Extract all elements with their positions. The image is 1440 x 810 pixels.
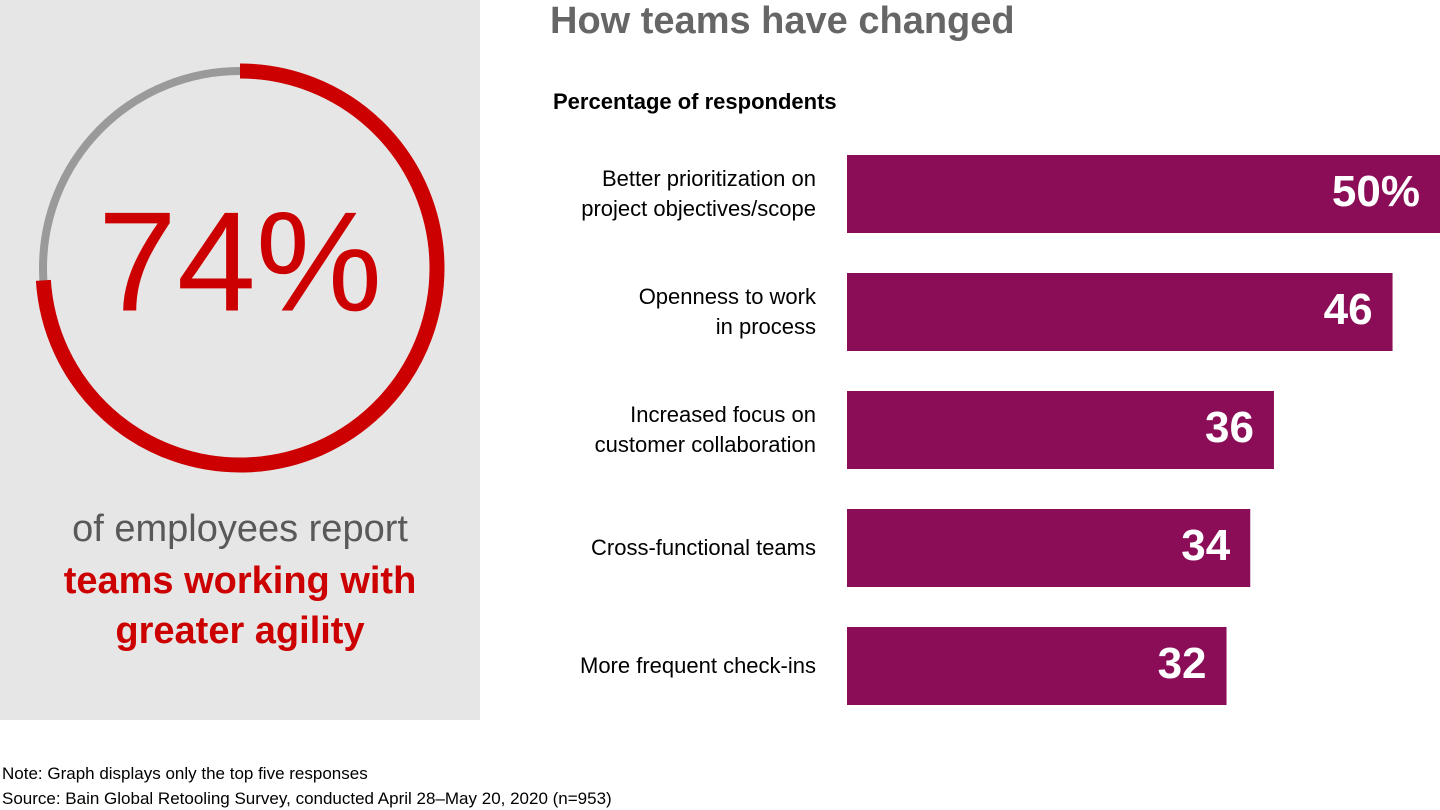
value-label: 34 [1181,521,1231,570]
value-label: 50% [1331,167,1420,216]
source: Source: Bain Global Retooling Survey, co… [2,789,612,808]
chart-subtitle: Percentage of respondents [553,89,837,114]
category-label: Openness to work in process [638,284,816,339]
category-label: Increased focus on customer collaboratio… [594,402,816,457]
left-panel [0,0,480,720]
bar [847,155,1440,233]
bar [847,509,1251,587]
category-label: More frequent check-ins [580,653,816,678]
bar [847,627,1227,705]
bar [847,391,1274,469]
value-label: 46 [1323,285,1373,334]
chart-title: How teams have changed [550,0,1015,42]
category-label: Cross-functional teams [591,535,816,560]
gauge-value-label: 74% [98,183,382,342]
gauge-arc [35,63,445,473]
category-label: Better prioritization on project objecti… [581,166,816,221]
gauge-caption: of employees report [72,508,408,550]
value-label: 36 [1205,403,1254,452]
note: Note: Graph displays only the top five r… [2,764,368,783]
gauge-highlight: teams working with greater agility [63,560,417,652]
bar [847,273,1393,351]
value-label: 32 [1157,639,1207,688]
